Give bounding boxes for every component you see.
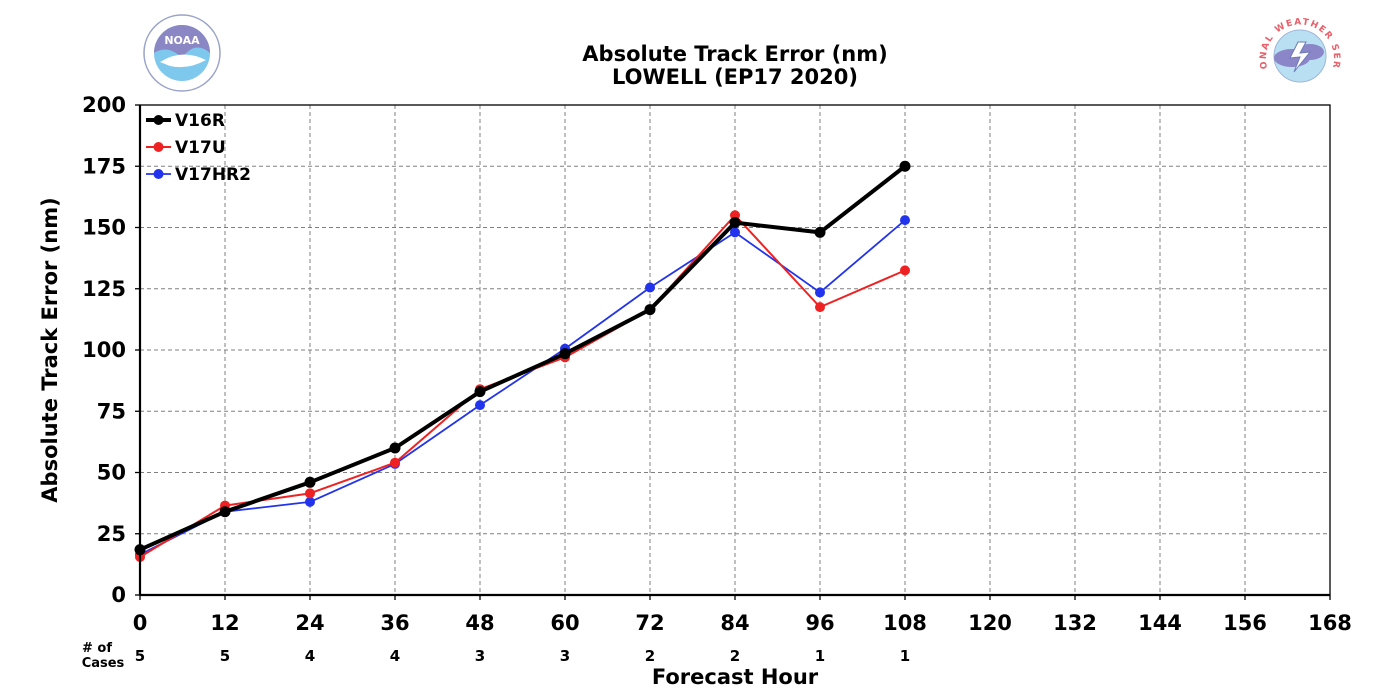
x-tick-label: 24 bbox=[295, 611, 324, 635]
data-point bbox=[644, 304, 656, 316]
x-tick-label: 36 bbox=[380, 611, 409, 635]
legend-marker bbox=[153, 115, 164, 125]
y-tick-label: 100 bbox=[82, 338, 126, 362]
data-point bbox=[899, 160, 911, 172]
y-tick-label: 75 bbox=[97, 399, 126, 423]
y-tick-label: 50 bbox=[97, 461, 126, 485]
y-tick-label: 0 bbox=[111, 583, 126, 607]
y-axis-label: Absolute Track Error (nm) bbox=[38, 197, 62, 502]
case-count: 5 bbox=[135, 647, 145, 665]
data-point bbox=[219, 506, 231, 518]
series-v17hr2 bbox=[135, 215, 910, 560]
chart-subtitle: LOWELL (EP17 2020) bbox=[612, 65, 858, 89]
data-point bbox=[730, 227, 740, 238]
chart-title: Absolute Track Error (nm) bbox=[582, 42, 887, 66]
legend-label: V17U bbox=[175, 138, 226, 158]
data-point bbox=[305, 488, 315, 499]
legend-entry: V16R bbox=[146, 111, 225, 131]
legend-label: V16R bbox=[175, 111, 225, 131]
x-tick-label: 0 bbox=[133, 611, 148, 635]
case-count: 4 bbox=[390, 647, 400, 665]
x-tick-label: 48 bbox=[465, 611, 494, 635]
grid-lines bbox=[140, 105, 1330, 595]
noaa-logo-text: NOAA bbox=[164, 34, 200, 47]
data-point bbox=[645, 282, 655, 293]
y-tick-label: 125 bbox=[82, 277, 126, 301]
x-tick-label: 120 bbox=[968, 611, 1012, 635]
series-v16r bbox=[134, 160, 911, 556]
y-tick-label: 200 bbox=[82, 93, 126, 117]
case-count: 3 bbox=[475, 647, 485, 665]
legend-marker bbox=[153, 169, 164, 179]
cases-header-line2: Cases bbox=[82, 656, 125, 671]
y-tick-label: 175 bbox=[82, 154, 126, 178]
data-point bbox=[389, 442, 401, 454]
cases-header-line1: # of bbox=[82, 641, 112, 656]
data-point bbox=[815, 287, 825, 298]
y-tick-label: 25 bbox=[97, 522, 126, 546]
x-tick-label: 168 bbox=[1308, 611, 1352, 635]
x-tick-label: 84 bbox=[720, 611, 749, 635]
legend-entry: V17HR2 bbox=[146, 165, 251, 185]
legend-marker bbox=[153, 142, 164, 152]
data-point bbox=[814, 226, 826, 238]
x-tick-label: 96 bbox=[805, 611, 834, 635]
x-tick-label: 12 bbox=[210, 611, 239, 635]
x-tick-labels: 0 12 24 36 48 60 72 84 96 108 120 132 144 156 168 bbox=[133, 595, 1352, 635]
data-point bbox=[729, 217, 741, 229]
x-tick-label: 60 bbox=[550, 611, 579, 635]
y-tick-label: 150 bbox=[82, 216, 126, 240]
data-point bbox=[900, 265, 910, 276]
series-line bbox=[139, 219, 906, 556]
data-point bbox=[304, 476, 316, 488]
x-tick-label: 108 bbox=[883, 611, 927, 635]
case-count: 4 bbox=[305, 647, 315, 665]
x-axis-label: Forecast Hour bbox=[652, 665, 819, 689]
case-count: 2 bbox=[645, 647, 655, 665]
data-point bbox=[305, 496, 315, 507]
data-point bbox=[474, 386, 486, 398]
data-point bbox=[559, 348, 571, 360]
case-count: 5 bbox=[220, 647, 230, 665]
x-tick-label: 156 bbox=[1223, 611, 1267, 635]
data-point bbox=[390, 457, 400, 468]
case-counts: # of Cases 5 5 4 4 3 3 2 2 1 1 bbox=[82, 641, 911, 671]
case-count: 2 bbox=[730, 647, 740, 665]
case-count: 1 bbox=[815, 647, 825, 665]
x-tick-label: 132 bbox=[1053, 611, 1097, 635]
series-layer bbox=[134, 160, 911, 563]
data-point bbox=[815, 302, 825, 313]
data-point bbox=[900, 215, 910, 226]
legend: V16R V17U V17HR2 bbox=[146, 111, 251, 185]
noaa-logo: NOAA bbox=[143, 14, 221, 92]
y-tick-labels: 0 25 50 75 100 125 150 175 200 bbox=[82, 93, 140, 607]
x-tick-label: 72 bbox=[635, 611, 664, 635]
x-tick-label: 144 bbox=[1138, 611, 1182, 635]
case-count: 3 bbox=[560, 647, 570, 665]
series-line bbox=[139, 214, 906, 558]
legend-entry: V17U bbox=[146, 138, 226, 158]
legend-label: V17HR2 bbox=[175, 165, 251, 185]
case-count: 1 bbox=[900, 647, 910, 665]
series-line bbox=[139, 164, 907, 552]
data-point bbox=[475, 400, 485, 411]
